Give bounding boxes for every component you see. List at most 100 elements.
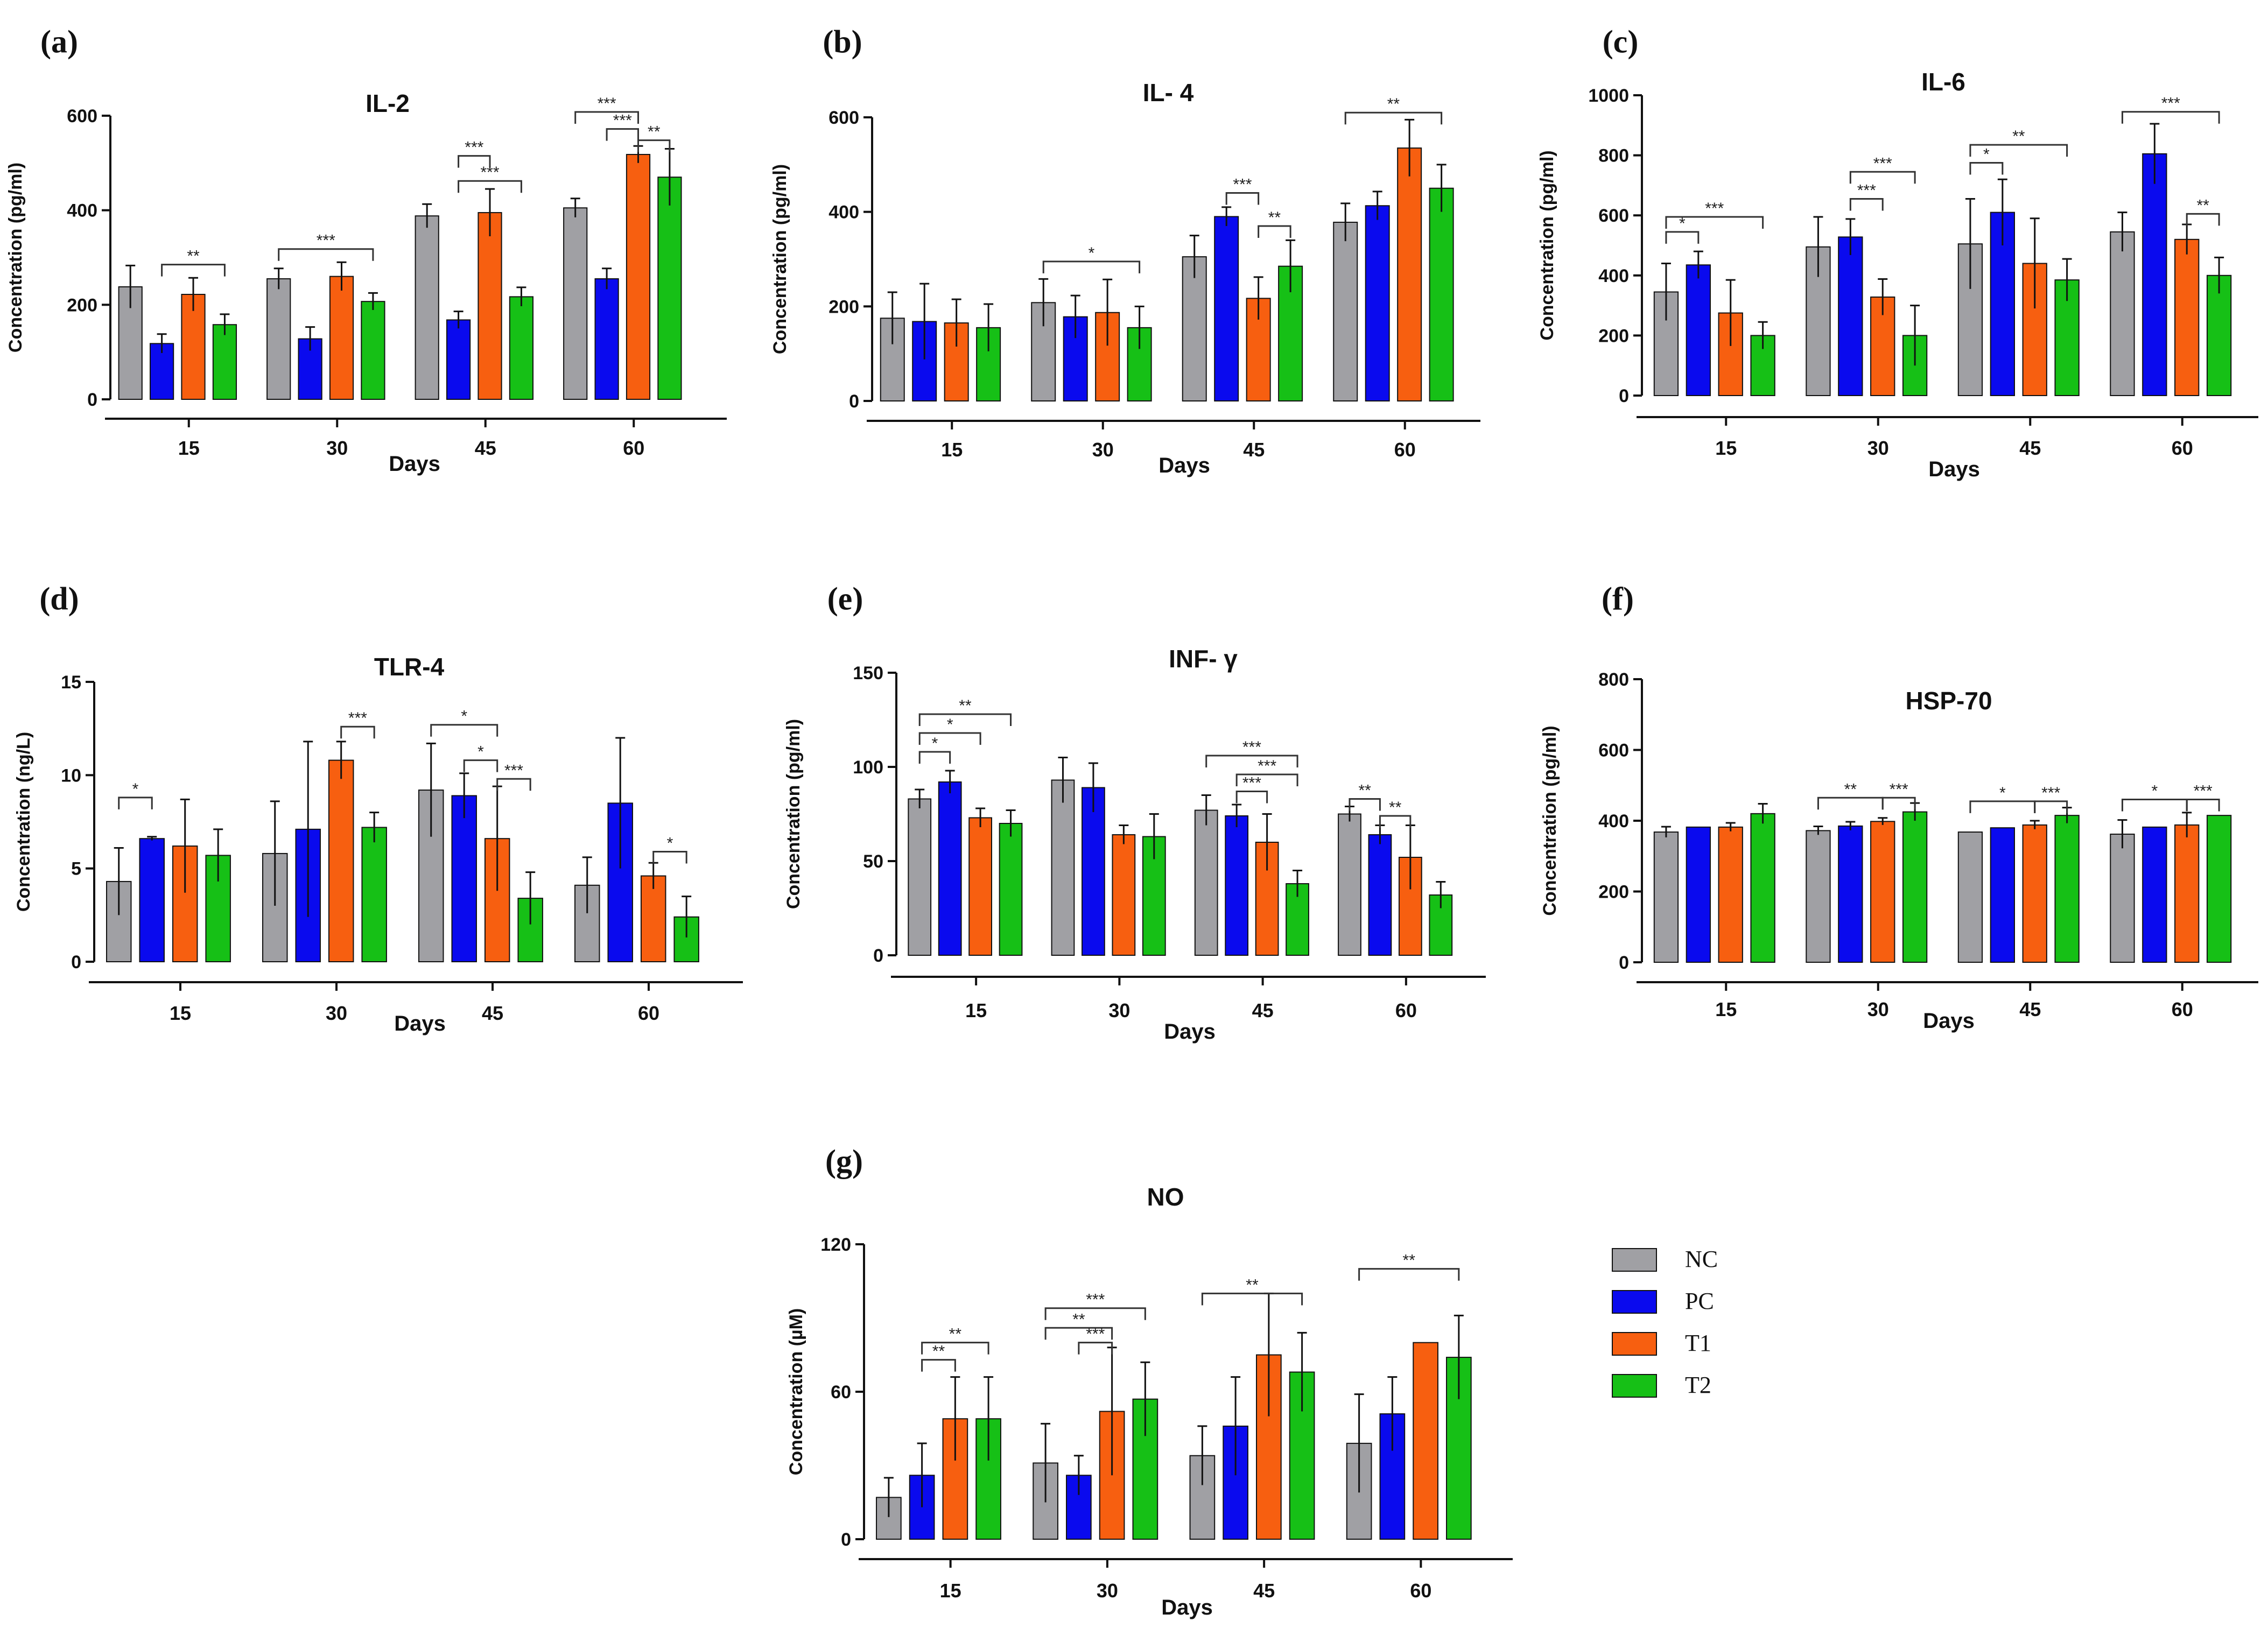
- x-axis-title: Days: [1923, 1009, 1975, 1033]
- bar-t2: [2206, 274, 2232, 396]
- significance-label: ***: [1258, 757, 1276, 775]
- significance-bracket: [1235, 791, 1268, 804]
- significance-bracket: [637, 139, 671, 152]
- bar-t2: [2206, 815, 2232, 963]
- significance-bracket: [458, 155, 491, 168]
- significance-label: **: [1389, 799, 1402, 816]
- bar-t1: [2022, 824, 2047, 963]
- x-tick-label: 45: [1243, 439, 1265, 461]
- y-tick-label: 400: [828, 202, 859, 223]
- x-tick-label: 15: [965, 999, 987, 1021]
- y-axis-title: Concentration (pg/ml): [783, 719, 804, 909]
- bar-t1: [640, 875, 666, 962]
- bar-t1: [2174, 238, 2200, 396]
- significance-label: ***: [2161, 95, 2180, 112]
- bar-pc: [446, 319, 471, 400]
- significance-bracket: [1205, 755, 1298, 767]
- panel-label: (f): [1602, 581, 1634, 616]
- bar-pc: [1082, 787, 1105, 956]
- x-axis-title: Days: [394, 1012, 446, 1035]
- significance-bracket: [496, 778, 531, 791]
- bar-nc: [1957, 831, 1983, 963]
- significance-label: **: [932, 1343, 945, 1361]
- significance-bracket: [1379, 815, 1412, 828]
- legend-label-t1: T1: [1685, 1330, 1711, 1356]
- significance-label: ***: [1873, 154, 1892, 172]
- legend: NC PC T1 T2: [1612, 1246, 1718, 1398]
- y-tick-label: 600: [1598, 206, 1629, 226]
- significance-bracket: [1235, 773, 1298, 786]
- bar-t1: [626, 154, 651, 400]
- x-tick-label: 30: [326, 437, 348, 459]
- panel-label: (c): [1603, 24, 1639, 59]
- bar-t1: [968, 817, 992, 956]
- x-tick-label: 15: [1715, 998, 1737, 1020]
- significance-bracket: [1042, 260, 1141, 273]
- legend-swatch-pc: [1612, 1290, 1657, 1314]
- y-tick-label: 0: [841, 1530, 851, 1550]
- significance-bracket: [430, 724, 498, 737]
- chart-title: IL-2: [366, 89, 410, 117]
- significance-bracket: [1201, 1292, 1303, 1306]
- significance-bracket: [2034, 800, 2068, 813]
- significance-bracket: [1881, 797, 1916, 810]
- significance-label: ***: [1086, 1291, 1105, 1309]
- significance-bracket: [918, 751, 951, 764]
- y-tick-label: 10: [61, 765, 81, 786]
- bar-pc: [1686, 264, 1711, 396]
- significance-bracket: [458, 180, 522, 193]
- bar-t2: [2054, 815, 2080, 963]
- y-axis-title: Concentration (µM): [786, 1308, 806, 1475]
- bar-nc: [1333, 221, 1358, 401]
- significance-bracket: [1969, 162, 2004, 175]
- bar-t1: [1870, 821, 1895, 963]
- x-tick-label: 30: [1092, 439, 1114, 461]
- significance-bracket: [278, 248, 374, 261]
- significance-bracket: [918, 713, 1012, 726]
- y-axis-title: Concentration (pg/ml): [1540, 725, 1560, 915]
- legend-label-pc: PC: [1685, 1288, 1714, 1314]
- x-tick-label: 30: [326, 1002, 347, 1024]
- chart-title: IL-6: [1921, 68, 1965, 96]
- significance-label: ***: [2041, 784, 2060, 802]
- bar-nc: [1653, 831, 1679, 963]
- significance-label: **: [648, 123, 661, 141]
- legend-swatch-t2: [1612, 1374, 1657, 1398]
- bar-t2: [1429, 187, 1454, 401]
- bar-t1: [1718, 826, 1743, 963]
- significance-bracket: [652, 850, 687, 864]
- x-tick-label: 45: [2019, 998, 2041, 1020]
- bar-pc: [938, 781, 962, 956]
- chart-panel-6: (f) HSP-70 0 200 400 600 800 Concentration (pg/…: [1540, 581, 2258, 1033]
- x-tick-label: 45: [1253, 1580, 1275, 1602]
- bar-t1: [1397, 147, 1422, 401]
- significance-label: **: [1268, 209, 1281, 227]
- significance-bracket: [1258, 225, 1291, 238]
- bar-pc: [1368, 834, 1392, 956]
- y-axis-title: Concentration (ng/L): [13, 732, 34, 912]
- significance-bracket: [921, 1342, 989, 1355]
- significance-label: *: [932, 735, 938, 752]
- chart-panel-4: (d) TLR-4 0 5 10 15 Concentration (ng/L) 15 30 45…: [13, 581, 743, 1035]
- x-tick-label: 60: [1410, 1580, 1431, 1602]
- bar-t1: [329, 276, 354, 400]
- bar-nc: [1338, 813, 1361, 956]
- bar-t1: [1112, 834, 1136, 956]
- bar-nc: [266, 278, 291, 400]
- significance-label: ***: [1242, 774, 1261, 792]
- x-tick-label: 60: [1394, 439, 1416, 461]
- significance-bracket: [2121, 111, 2220, 124]
- significance-bracket: [1078, 1342, 1113, 1355]
- significance-label: ***: [1890, 780, 1908, 798]
- bar-nc: [1051, 779, 1075, 956]
- significance-label: **: [2012, 128, 2025, 145]
- y-tick-label: 15: [61, 672, 81, 693]
- bar-nc: [1806, 830, 1831, 963]
- bar-t2: [999, 823, 1023, 956]
- significance-label: *: [461, 708, 467, 725]
- significance-label: ***: [1242, 738, 1261, 756]
- bar-nc: [2110, 231, 2135, 396]
- significance-bracket: [2186, 799, 2220, 812]
- x-tick-label: 30: [1867, 998, 1889, 1020]
